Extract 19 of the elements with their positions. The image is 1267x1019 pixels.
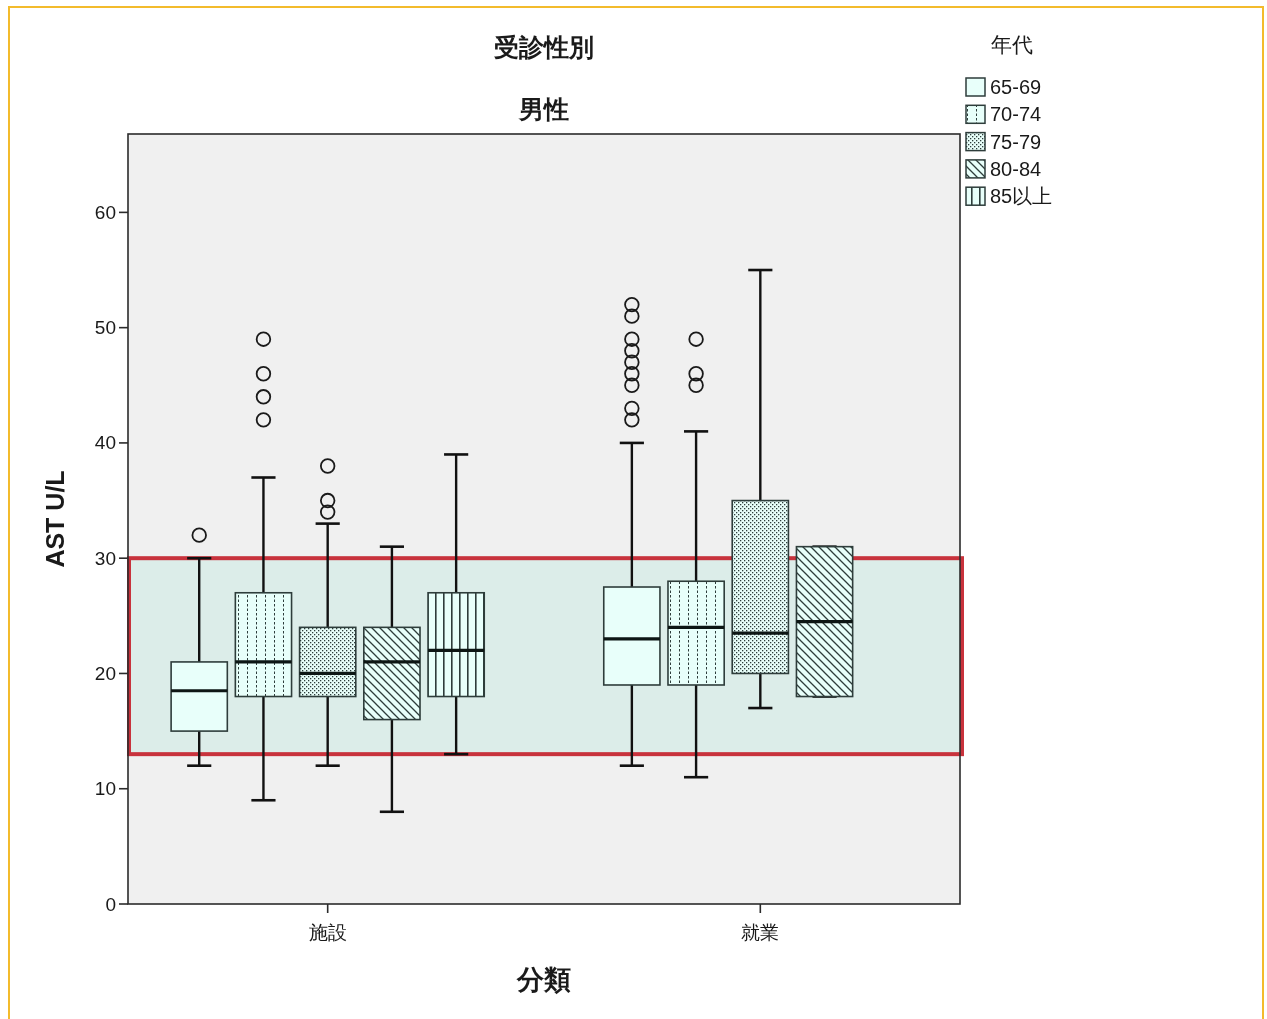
legend-label: 65-69 bbox=[990, 76, 1042, 98]
legend-label: 85以上 bbox=[990, 185, 1053, 208]
legend-title: 年代 bbox=[991, 33, 1033, 56]
chart-title: 受診性別 bbox=[494, 33, 594, 61]
y-tick-label: 40 bbox=[94, 432, 116, 454]
y-axis-title: AST U/L bbox=[41, 470, 69, 568]
x-axis-title: 分類 bbox=[516, 965, 571, 995]
y-tick-label: 30 bbox=[94, 547, 116, 569]
y-tick-label: 20 bbox=[94, 662, 116, 684]
legend-label: 70-74 bbox=[990, 103, 1042, 126]
y-tick-label: 60 bbox=[94, 201, 116, 223]
y-tick-label: 50 bbox=[94, 317, 116, 339]
y-tick-label: 0 bbox=[105, 893, 116, 915]
x-tick-label: 施設 bbox=[308, 922, 347, 943]
legend-label: 80-84 bbox=[990, 157, 1042, 180]
chart-subtitle: 男性 bbox=[518, 95, 569, 123]
legend-label: 75-79 bbox=[990, 130, 1042, 153]
x-tick-label: 就業 bbox=[741, 922, 780, 943]
y-tick-label: 10 bbox=[94, 778, 116, 800]
